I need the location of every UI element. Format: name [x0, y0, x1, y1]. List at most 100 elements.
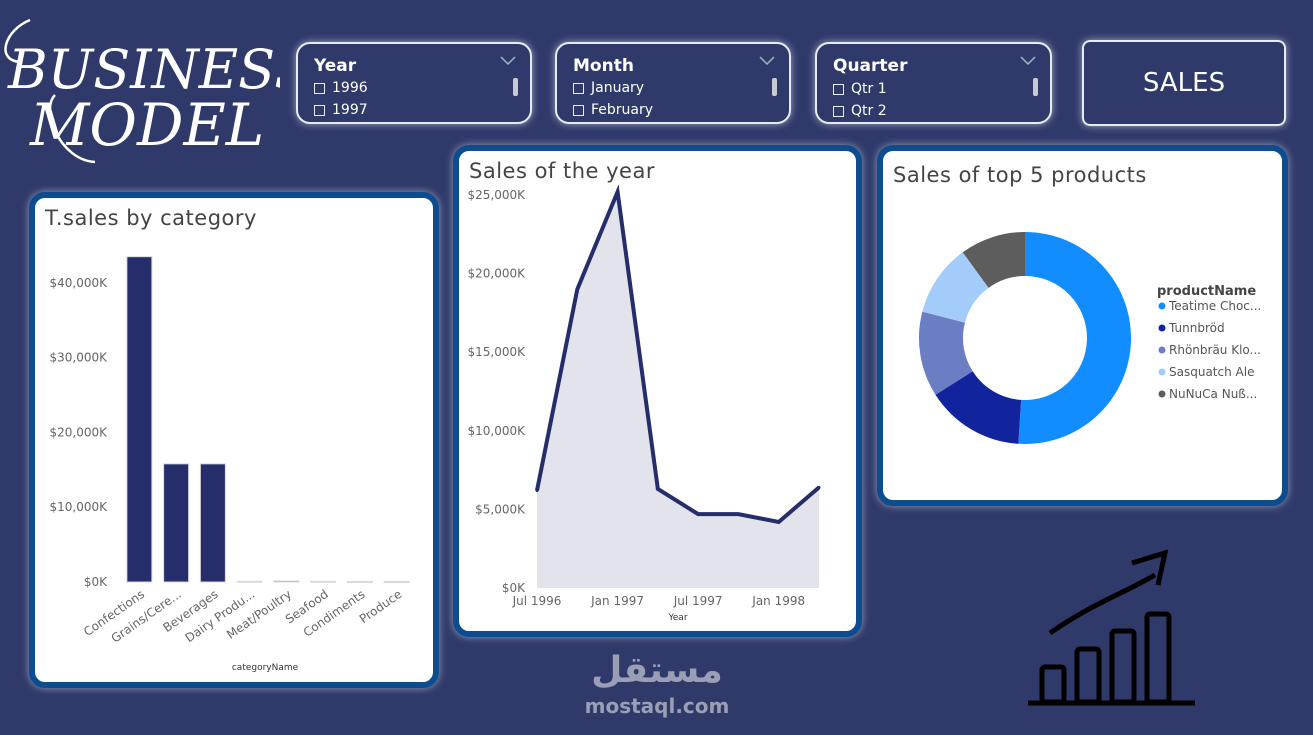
data-point	[777, 520, 781, 524]
bar	[163, 463, 190, 583]
logo-line2: MODEL	[29, 91, 264, 159]
slicer-item-label: Qtr 1	[851, 81, 887, 97]
chevron-down-icon[interactable]	[759, 56, 775, 66]
data-point	[656, 487, 660, 491]
slicer-item-february[interactable]: February	[573, 102, 653, 118]
scrollbar[interactable]	[772, 78, 777, 96]
growth-chart-icon	[1020, 545, 1205, 710]
donut-slice	[922, 252, 989, 323]
month-slicer-title: Month	[573, 56, 634, 76]
slicer-item-label: 1997	[332, 102, 368, 118]
y-tick-label: $20,000K	[468, 267, 527, 281]
slicer-item-1997[interactable]: 1997	[314, 102, 368, 118]
month-slicer[interactable]: Month January February	[555, 42, 791, 124]
bar	[310, 580, 337, 583]
sales-button[interactable]: SALES	[1082, 40, 1286, 126]
bar	[199, 463, 226, 583]
year-slicer-title: Year	[314, 56, 357, 76]
watermark-latin: mostaql.com	[585, 694, 730, 718]
checkbox[interactable]	[573, 82, 584, 94]
legend-label: NuNuCa Nuß...	[1169, 387, 1257, 401]
area-fill	[537, 191, 819, 588]
slicer-item-january[interactable]: January	[573, 80, 644, 96]
business-model-logo: BUSINESS MODEL	[0, 0, 311, 175]
x-tick-label: Jan 1998	[751, 594, 805, 608]
x-tick-label: Jul 1997	[673, 594, 723, 608]
x-tick-label: Produce	[357, 587, 405, 626]
scrollbar[interactable]	[513, 78, 518, 96]
category-sales-card: T.sales by category $0K $10,000K $20,000K $…	[29, 192, 439, 688]
legend-label: Rhönbräu Klo...	[1169, 343, 1261, 357]
y-tick-label: $20,000K	[50, 425, 109, 439]
bar	[273, 580, 300, 583]
checkbox[interactable]	[314, 104, 325, 116]
slicer-item-label: February	[591, 102, 654, 118]
y-tick-label: $10,000K	[468, 424, 527, 438]
area-chart: $0K $5,000K $10,000K $15,000K $20,000K $25,00…	[468, 184, 821, 623]
bar	[346, 580, 373, 583]
slicer-item-1996[interactable]: 1996	[314, 80, 368, 96]
legend-label: Teatime Choc...	[1168, 299, 1261, 313]
legend-marker	[1158, 390, 1166, 398]
yearly-sales-card: Sales of the year $0K $5,000K $10,000K $15,…	[453, 145, 862, 637]
scrollbar[interactable]	[1033, 78, 1038, 96]
x-axis-title: categoryName	[232, 663, 299, 673]
data-point	[616, 190, 620, 194]
y-tick-label: $10,000K	[50, 500, 109, 514]
chevron-down-icon[interactable]	[500, 56, 516, 66]
quarter-slicer-title: Quarter	[833, 56, 908, 76]
legend-marker	[1158, 346, 1166, 354]
y-tick-label: $25,000K	[468, 188, 527, 202]
x-tick-label: Jul 1996	[512, 594, 562, 608]
x-axis-title: Year	[667, 613, 687, 623]
slicer-item-qtr2[interactable]: Qtr 2	[833, 103, 887, 119]
chart-title: Sales of top 5 products	[893, 163, 1147, 187]
slicer-item-label: January	[591, 80, 645, 96]
slicer-item-qtr1[interactable]: Qtr 1	[833, 81, 887, 97]
watermark-arabic: مستقل	[591, 650, 723, 691]
donut-slice	[1018, 232, 1132, 444]
legend-marker	[1158, 324, 1166, 332]
donut-slice	[935, 371, 1022, 444]
donut-slice	[919, 311, 973, 395]
checkbox[interactable]	[573, 104, 584, 116]
chevron-down-icon[interactable]	[1020, 56, 1036, 66]
data-point	[817, 485, 821, 489]
year-slicer[interactable]: Year 1996 1997	[296, 42, 532, 124]
slicer-item-label: 1996	[332, 80, 368, 96]
mostaql-watermark: مستقل mostaql.com	[572, 640, 742, 720]
y-tick-label: $15,000K	[468, 345, 527, 359]
top-products-card: Sales of top 5 products productName Teati…	[877, 145, 1288, 506]
y-tick-label: $0K	[502, 581, 526, 595]
legend-label: Tunnbröd	[1168, 321, 1225, 335]
legend-marker	[1158, 368, 1166, 376]
legend-title: productName	[1157, 284, 1256, 299]
bar	[126, 256, 153, 583]
y-tick-label: $40,000K	[50, 276, 109, 290]
chart-title: T.sales by category	[45, 206, 257, 230]
data-point	[696, 512, 700, 516]
logo-flourish	[4, 18, 96, 164]
legend-marker	[1158, 302, 1166, 310]
series-line	[535, 184, 821, 525]
checkbox[interactable]	[833, 83, 844, 95]
y-tick-label: $0K	[84, 575, 108, 589]
bar	[236, 580, 263, 583]
x-tick-label: Jan 1997	[590, 594, 644, 608]
data-point	[535, 489, 539, 493]
legend-label: Sasquatch Ale	[1169, 365, 1254, 379]
y-tick-label: $5,000K	[475, 502, 526, 516]
checkbox[interactable]	[833, 105, 844, 117]
data-point	[575, 287, 579, 291]
bar	[383, 581, 410, 584]
checkbox[interactable]	[314, 82, 325, 94]
data-point	[736, 512, 740, 516]
y-tick-label: $30,000K	[50, 351, 109, 365]
logo-line1: BUSINESS	[7, 38, 280, 101]
slicer-item-label: Qtr 2	[851, 103, 887, 119]
quarter-slicer[interactable]: Quarter Qtr 1 Qtr 2	[815, 42, 1052, 124]
bar-chart: $0K$10,000K$20,000K$30,000K$40,000KConfe…	[50, 256, 410, 673]
donut-slice	[962, 232, 1025, 288]
chart-title: Sales of the year	[469, 159, 655, 183]
